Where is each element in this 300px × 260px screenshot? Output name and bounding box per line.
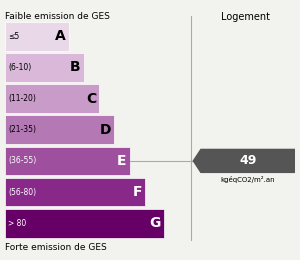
Text: (56-80): (56-80) — [8, 187, 36, 197]
Bar — [5, 209, 164, 237]
Bar — [5, 115, 114, 144]
Text: (11-20): (11-20) — [8, 94, 36, 103]
Polygon shape — [193, 149, 295, 173]
Text: ≤5: ≤5 — [8, 32, 19, 41]
Bar — [5, 84, 99, 113]
Text: (21-35): (21-35) — [8, 125, 36, 134]
Text: Forte emission de GES: Forte emission de GES — [5, 243, 107, 252]
Text: Logement: Logement — [221, 12, 270, 22]
Text: A: A — [55, 29, 66, 43]
Text: (6-10): (6-10) — [8, 63, 31, 72]
Bar — [5, 22, 69, 51]
Text: E: E — [117, 154, 127, 168]
Text: (36-55): (36-55) — [8, 157, 36, 165]
Text: G: G — [149, 216, 161, 230]
Text: D: D — [100, 123, 111, 137]
Bar — [5, 53, 84, 82]
Text: Faible emission de GES: Faible emission de GES — [5, 12, 110, 21]
Bar — [5, 147, 130, 175]
Text: kgéqCO2/m².an: kgéqCO2/m².an — [220, 176, 275, 183]
Text: C: C — [86, 92, 96, 106]
Text: 49: 49 — [239, 154, 256, 167]
Text: F: F — [132, 185, 142, 199]
Text: > 80: > 80 — [8, 219, 26, 228]
Text: B: B — [70, 61, 81, 74]
Bar — [5, 178, 145, 206]
